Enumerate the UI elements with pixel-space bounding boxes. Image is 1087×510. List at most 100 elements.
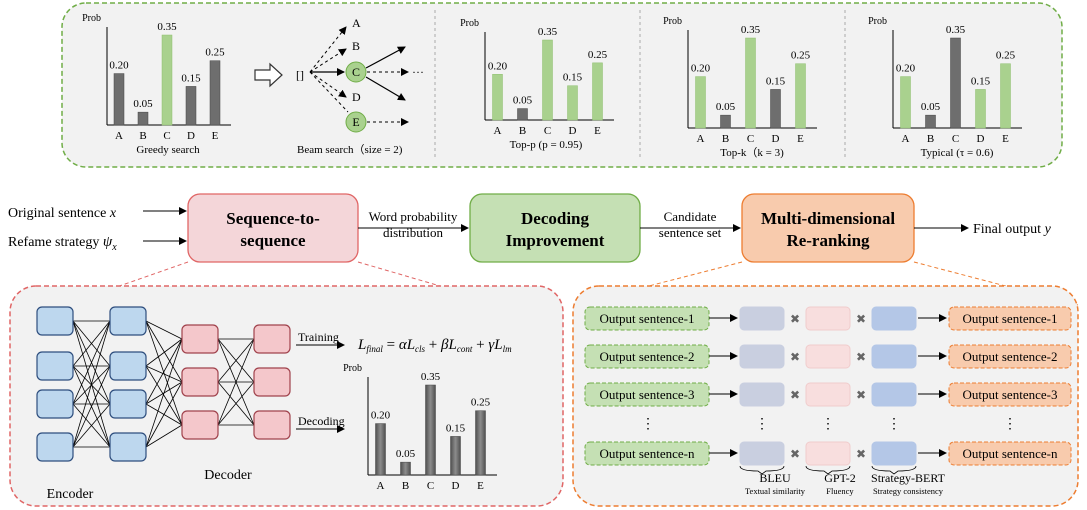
nn-edge xyxy=(72,320,111,367)
greedy-search-chart: Prob 0.20 A 0.05 B 0.35 C 0.15 D 0.25 E Greedy sear… xyxy=(82,13,231,156)
decoder-node xyxy=(181,324,219,354)
beam-node-d: D xyxy=(352,90,361,104)
nn-edge xyxy=(217,381,255,426)
nn-connections xyxy=(72,320,255,448)
topk-tick-c: C xyxy=(747,133,754,145)
topp-value-b: 0.05 xyxy=(513,95,533,107)
hollow-arrow-icon xyxy=(254,62,283,88)
nn-edge xyxy=(145,381,183,448)
topp-tick-a: A xyxy=(494,125,502,137)
metric-gpt2-name: GPT-2 xyxy=(824,471,856,485)
topk-value-e: 0.25 xyxy=(791,50,811,62)
bleu-score-box xyxy=(739,441,785,466)
nn-edge xyxy=(145,338,183,448)
typical-prob-label: Prob xyxy=(868,16,887,27)
nn-edge xyxy=(72,403,111,448)
seq-chart-bar-d xyxy=(450,436,461,476)
topk-value-a: 0.20 xyxy=(691,63,711,75)
nn-edge xyxy=(145,320,183,340)
topp-tick-b: B xyxy=(519,125,526,137)
gpt2-score-box xyxy=(805,382,851,407)
topp-bar-a xyxy=(492,74,503,121)
greedy-value-e: 0.25 xyxy=(205,47,225,59)
decoder-output-chart: Prob 0.20 A 0.05 B 0.35 C 0.15 D 0.25 E xyxy=(343,363,497,492)
decoder-node xyxy=(253,410,291,440)
topk-caption: Top-k（k = 3) xyxy=(720,146,784,159)
nn-edge xyxy=(145,365,183,426)
decoding-improvement-box xyxy=(469,193,641,263)
topp-prob-label: Prob xyxy=(460,18,479,29)
decoder-node xyxy=(253,367,291,397)
topk-bar-c xyxy=(745,37,756,129)
metric-bleu-name: BLEU xyxy=(759,471,791,485)
decoder-node xyxy=(181,410,219,440)
vertical-ellipsis: ⋮ xyxy=(641,417,655,432)
rerank-box xyxy=(741,193,915,263)
seq-chart-tick-e: E xyxy=(477,480,484,492)
seq2seq-label-2: sequence xyxy=(240,231,306,250)
greedy-bar-e xyxy=(209,60,221,126)
sbert-score-box xyxy=(871,306,917,331)
seq-chart-bar-c xyxy=(425,384,436,476)
loss-formula: Lfinal = αLcls + βLcont + γLlm xyxy=(357,337,512,354)
encoder-decoder-network xyxy=(36,306,291,462)
times-icon: ✖ xyxy=(856,388,866,402)
vertical-ellipsis: ⋮ xyxy=(887,417,901,432)
metric-brace xyxy=(805,465,851,475)
typical-value-b: 0.05 xyxy=(921,101,941,113)
vertical-ellipsis: ⋮ xyxy=(755,417,769,432)
input-sentence-label: Output sentence-2 xyxy=(600,349,695,364)
beam-node-c-circle xyxy=(345,61,367,83)
nn-edge xyxy=(217,338,255,383)
sbert-score-box xyxy=(871,441,917,466)
seq2seq-detail-panel: Encoder Decoder Training Decoding Lfinal… xyxy=(9,285,564,507)
beam-node-c: C xyxy=(352,65,360,79)
greedy-bar-c xyxy=(161,34,173,126)
edge-word-prob-1: Word probability xyxy=(369,209,458,224)
encoder-node xyxy=(109,306,147,336)
nn-edge xyxy=(72,365,111,448)
topp-value-d: 0.15 xyxy=(563,72,583,84)
topk-tick-d: D xyxy=(772,133,780,145)
greedy-caption: Greedy search xyxy=(136,144,200,156)
nn-edge xyxy=(145,320,183,383)
rerank-detail-panel: Output sentence-1 ✖ ✖ Output sentence-1 Outp… xyxy=(572,285,1079,507)
decoding-strategies-panel: Prob 0.20 A 0.05 B 0.35 C 0.15 D 0.25 E Greedy sear… xyxy=(61,2,1063,168)
vertical-ellipsis: ⋮ xyxy=(821,417,835,432)
seq-chart-bar-e xyxy=(475,410,486,476)
topk-tick-e: E xyxy=(797,133,804,145)
output-sentence-label: Output sentence-n xyxy=(963,446,1058,461)
decoding-panel-frame xyxy=(61,2,1063,168)
typical-tick-c: C xyxy=(952,133,959,145)
input-sentence-label: Output sentence-3 xyxy=(600,387,695,402)
decoding-label-2: Improvement xyxy=(506,231,605,250)
top-p-chart: Prob 0.20 A 0.05 B 0.35 C 0.15 D 0.25 E Top-p (p = … xyxy=(460,18,614,151)
beam-search-caption: Beam search（size = 2) xyxy=(297,143,403,156)
beam-node-e-circle xyxy=(345,111,367,133)
typical-value-a: 0.20 xyxy=(896,63,916,75)
metric-brace xyxy=(739,465,785,475)
encoder-node xyxy=(36,306,74,336)
top-k-chart: Prob 0.20 A 0.05 B 0.35 C 0.15 D 0.25 E Top-k（k = 3… xyxy=(663,16,817,159)
output-sentence-box xyxy=(948,306,1072,331)
beam-start-token: [] xyxy=(296,68,304,82)
output-sentence-label: Output sentence-3 xyxy=(963,387,1058,402)
metric-gpt2-desc: Fluency xyxy=(826,486,854,496)
nn-edge xyxy=(72,320,111,448)
times-icon: ✖ xyxy=(856,447,866,461)
times-icon: ✖ xyxy=(790,447,800,461)
typical-tick-d: D xyxy=(977,133,985,145)
beam-node-a: A xyxy=(352,16,361,30)
seq-chart-tick-b: B xyxy=(402,480,409,492)
metric-sbert-desc: Strategy consistency xyxy=(873,486,944,496)
topp-tick-c: C xyxy=(544,125,551,137)
seq2seq-box xyxy=(187,193,359,263)
nn-edge xyxy=(217,338,255,426)
topp-bar-b xyxy=(517,108,528,121)
edge-word-prob-2: distribution xyxy=(383,225,443,240)
metric-bleu-desc: Textual similarity xyxy=(745,486,806,496)
times-icon: ✖ xyxy=(856,312,866,326)
topp-bar-e xyxy=(592,62,603,121)
topk-value-d: 0.15 xyxy=(766,75,786,87)
topp-caption: Top-p (p = 0.95) xyxy=(510,139,583,151)
